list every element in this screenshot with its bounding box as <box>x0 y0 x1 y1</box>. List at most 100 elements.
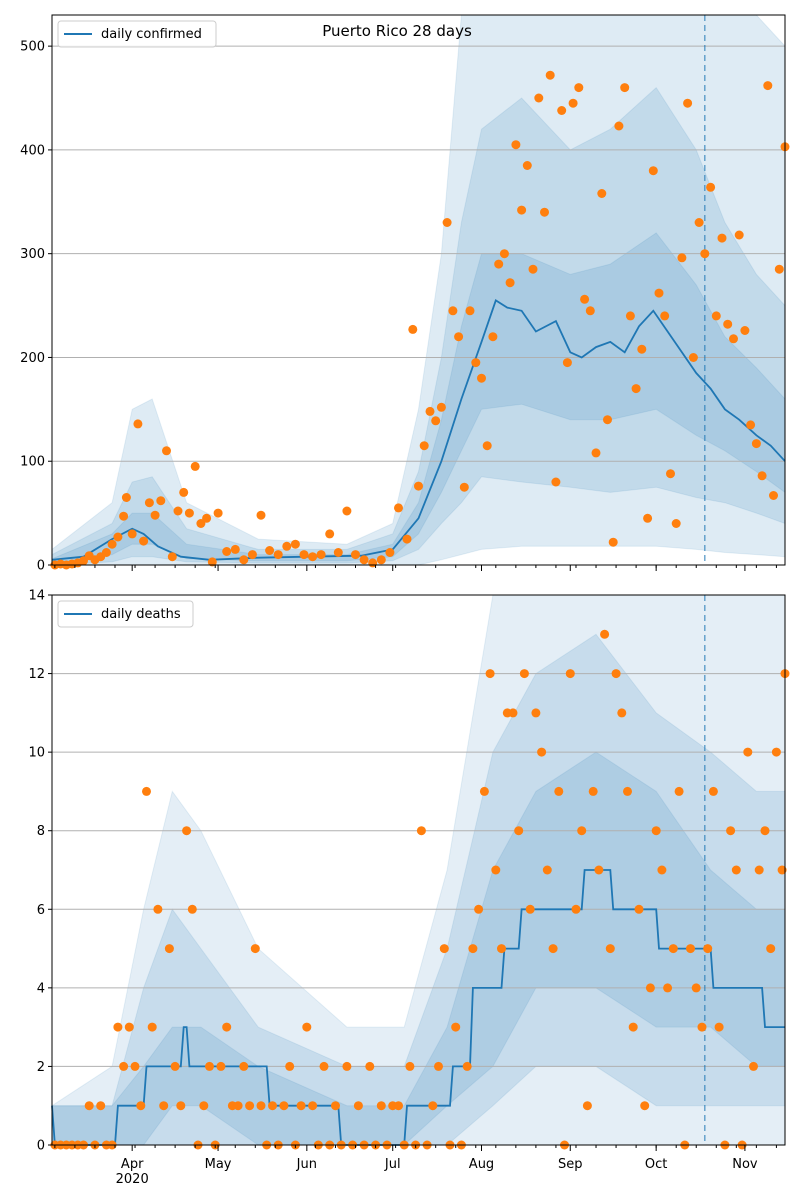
deaths-data-point <box>508 708 518 718</box>
confirmed-data-point <box>746 420 756 430</box>
confirmed-data-point <box>265 546 275 555</box>
confirmed-data-point <box>637 344 647 354</box>
confirmed-data-point <box>101 548 111 557</box>
confirmed-data-point <box>522 161 532 170</box>
confirmed-y-tick-label: 100 <box>20 455 45 470</box>
confirmed-data-point <box>385 548 395 557</box>
confirmed-data-point <box>505 278 515 288</box>
deaths-data-point <box>714 1022 724 1032</box>
deaths-data-point <box>462 1061 472 1071</box>
deaths-data-point <box>651 826 661 836</box>
deaths-data-point <box>623 786 632 796</box>
deaths-data-point <box>634 904 644 914</box>
confirmed-data-point <box>671 519 681 528</box>
confirmed-y-tick-label: 500 <box>20 40 45 55</box>
confirmed-data-point <box>394 503 403 513</box>
x-tick-label: May <box>205 1157 232 1172</box>
deaths-data-point <box>582 1101 592 1111</box>
deaths-data-point <box>542 865 552 875</box>
confirmed-data-point <box>173 506 183 516</box>
deaths-data-point <box>777 865 787 875</box>
confirmed-data-point <box>648 166 658 176</box>
deaths-data-point <box>617 708 627 718</box>
confirmed-data-point <box>414 481 423 491</box>
confirmed-data-point <box>654 288 664 298</box>
confirmed-data-point <box>465 306 475 316</box>
confirmed-data-point <box>425 406 435 416</box>
deaths-data-point <box>199 1101 209 1111</box>
confirmed-data-point <box>562 358 572 368</box>
deaths-y-tick-label: 12 <box>28 667 45 682</box>
deaths-y-tick-label: 4 <box>37 981 45 996</box>
deaths-data-point <box>474 904 484 914</box>
confirmed-data-point <box>614 121 624 131</box>
confirmed-data-point <box>700 249 710 259</box>
confirmed-data-point <box>184 508 194 518</box>
confirmed-panel: 0 100 200 300 400 500 daily confirmed Puerto … <box>20 14 790 574</box>
confirmed-data-point <box>113 532 123 542</box>
deaths-data-point <box>451 1022 461 1032</box>
deaths-data-point <box>308 1101 318 1111</box>
confirmed-axes-frame <box>51 14 786 566</box>
confirmed-data-point <box>574 83 584 93</box>
deaths-data-point <box>491 865 501 875</box>
deaths-data-point <box>296 1101 306 1111</box>
confirmed-data-point <box>333 548 343 557</box>
deaths-y-tick-label: 0 <box>37 1139 45 1154</box>
deaths-data-point <box>519 669 529 679</box>
confirmed-data-point <box>190 461 200 471</box>
x-tick-label: Sep <box>558 1157 583 1172</box>
confirmed-data-point <box>631 384 641 394</box>
confirmed-data-point <box>419 441 429 451</box>
deaths-data-point <box>554 786 564 796</box>
legend-box <box>57 20 217 48</box>
confirmed-x-ticks <box>54 565 777 571</box>
deaths-data-point <box>142 786 151 796</box>
confirmed-data-point <box>643 513 653 523</box>
confirmed-data-point <box>740 326 750 335</box>
deaths-data-point <box>434 1061 443 1071</box>
deaths-data-point <box>565 669 575 679</box>
confirmed-data-point <box>494 259 504 269</box>
confirmed-data-point <box>121 493 131 502</box>
confirmed-data-point <box>454 332 464 342</box>
deaths-y-tick-label: 10 <box>28 746 45 761</box>
confirmed-data-point <box>557 106 567 115</box>
confirmed-data-point <box>677 253 687 263</box>
confirmed-data-point <box>290 539 300 549</box>
confirmed-data-point <box>156 496 166 506</box>
confirmed-data-point <box>448 306 458 316</box>
deaths-data-point <box>256 1101 266 1111</box>
confirmed-data-point <box>196 519 206 528</box>
deaths-data-point <box>668 944 678 954</box>
confirmed-data-point <box>402 534 412 544</box>
deaths-data-point <box>548 944 558 954</box>
deaths-uncertainty-bands <box>51 594 786 1146</box>
confirmed-data-point <box>144 498 154 508</box>
confirmed-data-point <box>688 353 698 362</box>
confirmed-data-point <box>179 487 189 497</box>
deaths-data-point <box>159 1101 169 1111</box>
deaths-data-point <box>130 1061 140 1071</box>
confirmed-data-point <box>299 550 309 560</box>
confirmed-data-point <box>127 529 137 539</box>
confirmed-data-point <box>477 373 486 383</box>
confirmed-data-point <box>666 469 675 479</box>
deaths-y-tick-label: 6 <box>37 903 45 918</box>
deaths-data-point <box>113 1022 123 1032</box>
deaths-data-point <box>697 1022 707 1032</box>
confirmed-data-point <box>488 332 498 342</box>
confirmed-data-point <box>119 511 129 521</box>
deaths-data-point <box>342 1061 352 1071</box>
deaths-data-point <box>302 1022 312 1032</box>
x-tick-year-label: 2020 <box>116 1172 149 1187</box>
deaths-y-tick-label: 14 <box>28 589 45 604</box>
confirmed-y-tick-label: 200 <box>20 351 45 366</box>
deaths-data-point <box>250 944 260 954</box>
x-tick-label: Nov <box>732 1157 758 1172</box>
confirmed-data-point <box>660 311 670 321</box>
confirmed-data-point <box>711 311 721 321</box>
deaths-data-point <box>222 1022 232 1032</box>
confirmed-data-point <box>230 544 240 554</box>
x-tick-label: Jun <box>296 1157 317 1172</box>
